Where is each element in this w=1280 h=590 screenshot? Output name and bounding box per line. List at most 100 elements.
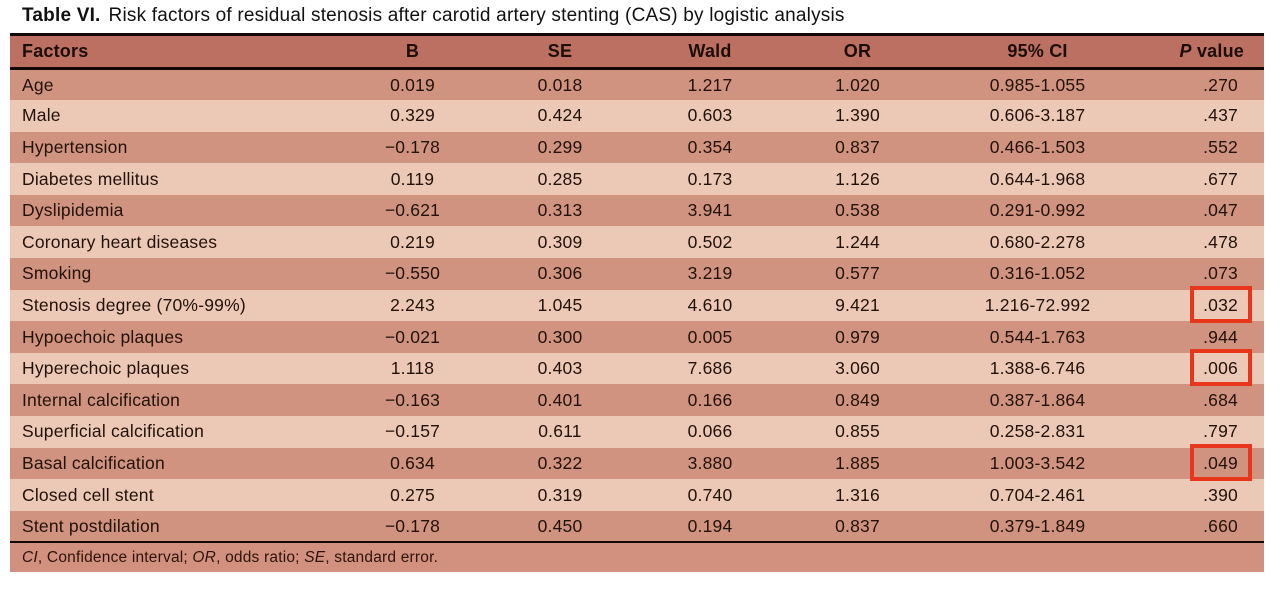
b-cell: 0.119 (390, 168, 435, 189)
pvalue-cell: .437 (1145, 100, 1264, 132)
or-cell: 1.126 (835, 168, 880, 189)
b-cell: −0.621 (384, 200, 441, 221)
risk-factors-table: Factors B SE Wald OR 95% CI P value Age … (10, 33, 1264, 573)
table-row: Stent postdilation −0.178 0.450 0.194 0.… (10, 510, 1264, 543)
b-cell: −0.178 (384, 515, 441, 536)
pvalue-cell: .684 (1145, 384, 1264, 416)
factor-cell: Hypoechoic plaques (22, 326, 184, 347)
ci-cell: 0.985-1.055 (989, 74, 1086, 95)
pvalue-cell: .660 (1145, 511, 1264, 543)
table-row: Male 0.329 0.424 0.603 1.390 0.606-3.187… (10, 100, 1264, 132)
table-caption: Table VI. Risk factors of residual stenos… (22, 5, 845, 27)
factor-cell: Internal calcification (22, 389, 181, 410)
pvalue-text: .032 (1190, 285, 1252, 323)
factor-cell: Stent postdilation (22, 515, 160, 536)
b-cell: 2.243 (390, 294, 435, 315)
table-row: Smoking −0.550 0.306 3.219 0.577 0.316-1… (10, 258, 1264, 290)
table-row: Diabetes mellitus 0.119 0.285 0.173 1.12… (10, 163, 1264, 195)
header-b: B (340, 34, 485, 70)
pvalue-cell: .478 (1145, 226, 1264, 258)
header-se: SE (485, 34, 635, 70)
b-cell: 0.275 (390, 484, 435, 505)
header-row: Factors B SE Wald OR 95% CI P value (10, 34, 1264, 70)
pvalue-text: .270 (1203, 74, 1238, 95)
ci-cell: 1.388-6.746 (989, 358, 1086, 379)
table-caption-text: Risk factors of residual stenosis after … (108, 5, 845, 26)
ci-cell: 0.704-2.461 (989, 484, 1086, 505)
factor-cell: Male (22, 105, 61, 126)
se-cell: 0.300 (537, 326, 583, 347)
b-cell: −0.021 (384, 326, 441, 347)
header-pvalue: P value (1145, 34, 1264, 70)
table-row: Coronary heart diseases 0.219 0.309 0.50… (10, 226, 1264, 259)
table-row: Hypoechoic plaques −0.021 0.300 0.005 0.… (10, 321, 1264, 353)
or-cell: 3.060 (835, 358, 880, 379)
table-row: Basal calcification 0.634 0.322 3.880 1.… (10, 443, 1264, 481)
wald-cell: 0.166 (687, 389, 733, 410)
factor-cell: Smoking (22, 263, 92, 284)
ci-cell: 0.258-2.831 (989, 421, 1086, 442)
b-cell: 1.118 (390, 358, 435, 379)
pvalue-text: .944 (1203, 326, 1238, 347)
wald-cell: 0.354 (687, 136, 733, 157)
se-cell: 0.313 (537, 200, 583, 221)
se-cell: 0.309 (537, 231, 583, 252)
b-cell: 0.634 (390, 452, 435, 473)
table-row: Age 0.019 0.018 1.217 1.020 0.985-1.055 … (10, 68, 1264, 101)
se-cell: 0.322 (537, 452, 583, 473)
factor-cell: Dyslipidemia (22, 200, 124, 221)
ci-cell: 0.680-2.278 (989, 231, 1086, 252)
se-cell: 0.319 (537, 484, 583, 505)
factor-cell: Closed cell stent (22, 484, 154, 505)
pvalue-cell: .677 (1145, 163, 1264, 195)
pvalue-cell: .032 (1145, 285, 1264, 323)
pvalue-cell: .047 (1145, 195, 1264, 227)
pvalue-text: .006 (1190, 349, 1252, 387)
factor-cell: Age (22, 74, 54, 95)
pvalue-cell: .552 (1145, 132, 1264, 164)
factor-cell: Hypertension (22, 136, 128, 157)
wald-cell: 3.219 (687, 263, 733, 284)
or-cell: 0.577 (835, 263, 880, 284)
pvalue-cell: .006 (1145, 349, 1264, 387)
table-row: Hypertension −0.178 0.299 0.354 0.837 0.… (10, 131, 1264, 164)
or-cell: 0.849 (835, 389, 880, 410)
wald-cell: 3.880 (687, 452, 733, 473)
pvalue-text: .660 (1203, 515, 1238, 536)
wald-cell: 0.194 (687, 515, 733, 536)
wald-cell: 0.005 (687, 326, 733, 347)
ci-cell: 0.379-1.849 (989, 515, 1086, 536)
header-ci: 95% CI (930, 34, 1145, 70)
se-cell: 0.450 (537, 515, 583, 536)
pvalue-text: .437 (1203, 105, 1238, 126)
or-cell: 1.244 (835, 231, 880, 252)
se-cell: 0.306 (537, 263, 583, 284)
se-cell: 0.018 (537, 74, 583, 95)
or-cell: 1.316 (835, 484, 880, 505)
wald-cell: 0.502 (687, 231, 733, 252)
or-cell: 0.538 (835, 200, 880, 221)
b-cell: −0.157 (384, 421, 441, 442)
or-cell: 0.837 (835, 136, 880, 157)
pvalue-cell: .049 (1145, 443, 1264, 481)
wald-cell: 7.686 (687, 358, 733, 379)
pvalue-text: .049 (1190, 443, 1252, 481)
b-cell: −0.163 (384, 389, 441, 410)
table-caption-label: Table VI. (22, 5, 101, 26)
header-or: OR (785, 34, 930, 70)
pvalue-text: .478 (1203, 231, 1238, 252)
pvalue-cell: .073 (1145, 258, 1264, 290)
header-wald: Wald (635, 34, 785, 70)
se-cell: 0.611 (538, 421, 582, 442)
factor-cell: Coronary heart diseases (22, 231, 218, 252)
pvalue-cell: .390 (1145, 479, 1264, 511)
table-body: Age 0.019 0.018 1.217 1.020 0.985-1.055 … (10, 68, 1264, 543)
footnote-row: CI, Confidence interval; OR, odds ratio;… (10, 541, 1264, 573)
wald-cell: 0.066 (687, 421, 733, 442)
or-cell: 1.885 (835, 452, 880, 473)
wald-cell: 0.740 (687, 484, 733, 505)
se-cell: 0.401 (537, 389, 583, 410)
header-pvalue-rest: value (1191, 41, 1244, 61)
or-cell: 1.020 (835, 74, 880, 95)
or-cell: 0.979 (835, 326, 880, 347)
